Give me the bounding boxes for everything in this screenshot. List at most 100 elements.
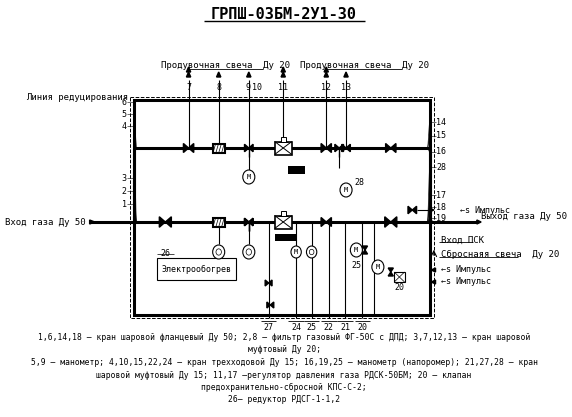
Text: ←s Импульс: ←s Импульс [440, 277, 491, 286]
Polygon shape [186, 72, 190, 77]
Circle shape [246, 249, 252, 255]
Text: 1,6,14,18 – кран шаровой фланцевый Ду 50; 2,8 – фильтр газовый ФГ-50С с ДПД; 3,7: 1,6,14,18 – кран шаровой фланцевый Ду 50… [38, 333, 530, 342]
Text: шаровой муфтовый Ду 15; 11,17 –регулятор давления газа РДСК-50БМ; 20 – клапан: шаровой муфтовый Ду 15; 11,17 –регулятор… [97, 370, 472, 379]
Polygon shape [363, 250, 368, 254]
Text: 12: 12 [321, 83, 331, 91]
Text: 6: 6 [122, 98, 126, 106]
Polygon shape [189, 143, 194, 153]
Polygon shape [388, 268, 394, 272]
Polygon shape [324, 72, 328, 77]
Text: 16: 16 [436, 148, 446, 156]
Text: 25: 25 [351, 261, 362, 271]
Text: Сброснаяя свеча  Ду 20: Сброснаяя свеча Ду 20 [440, 249, 559, 259]
Polygon shape [391, 143, 396, 153]
Text: 28: 28 [355, 178, 364, 186]
Polygon shape [326, 218, 331, 226]
Polygon shape [90, 220, 95, 224]
Polygon shape [281, 67, 285, 72]
Text: M: M [247, 174, 251, 180]
Polygon shape [477, 220, 481, 224]
Polygon shape [160, 217, 165, 227]
Polygon shape [408, 206, 412, 214]
Text: M: M [376, 264, 380, 270]
Polygon shape [271, 302, 274, 308]
Bar [130, 97, 434, 318]
Polygon shape [430, 208, 434, 212]
Bar [288, 166, 305, 174]
Polygon shape [249, 218, 253, 226]
Text: 2: 2 [122, 186, 126, 196]
Text: 18: 18 [436, 203, 446, 211]
Bar [157, 258, 236, 280]
Circle shape [291, 246, 301, 258]
Circle shape [216, 249, 221, 255]
Text: 7: 7 [186, 83, 191, 91]
Text: 3: 3 [122, 173, 126, 183]
Text: 17: 17 [436, 191, 446, 199]
Polygon shape [249, 144, 253, 152]
Text: 24: 24 [291, 323, 301, 332]
Polygon shape [430, 220, 434, 224]
Bar [213, 143, 225, 153]
Polygon shape [391, 217, 397, 227]
Text: 27: 27 [264, 323, 273, 332]
Text: 20: 20 [394, 282, 404, 291]
Text: Выход газа Ду 50: Выход газа Ду 50 [481, 211, 567, 221]
Circle shape [340, 183, 352, 197]
Polygon shape [388, 272, 394, 276]
Bar [281, 136, 286, 141]
Polygon shape [269, 280, 272, 286]
Text: Электрообогрев: Электрообогрев [161, 264, 231, 274]
Polygon shape [346, 144, 350, 152]
Text: 4: 4 [122, 121, 126, 131]
Polygon shape [339, 144, 343, 152]
Text: M: M [294, 249, 298, 255]
Polygon shape [247, 72, 251, 77]
Text: Продувочная свеча  Ду 20: Продувочная свеча Ду 20 [300, 60, 430, 70]
Text: ГРПШ-03БМ-2У1-30: ГРПШ-03БМ-2У1-30 [211, 7, 357, 22]
Text: M: M [354, 247, 359, 253]
Circle shape [243, 170, 255, 184]
Text: 20: 20 [358, 323, 367, 332]
Bar [275, 234, 296, 241]
Polygon shape [281, 72, 285, 77]
Polygon shape [431, 280, 435, 284]
Polygon shape [321, 218, 326, 226]
Text: 22: 22 [324, 323, 334, 332]
Text: 26: 26 [160, 249, 170, 258]
Polygon shape [186, 67, 190, 72]
Text: предохранительно-сбросной КПС-С-2;: предохранительно-сбросной КПС-С-2; [201, 383, 367, 392]
Polygon shape [431, 268, 435, 272]
Polygon shape [265, 280, 269, 286]
Text: 1: 1 [122, 199, 126, 208]
Text: 15: 15 [436, 131, 446, 141]
Polygon shape [386, 143, 391, 153]
Text: Продувочная свеча  Ду 20: Продувочная свеча Ду 20 [161, 60, 290, 70]
Polygon shape [335, 144, 339, 152]
Bar [213, 218, 225, 226]
Circle shape [243, 245, 255, 259]
Text: Линия редуцирования: Линия редуцирования [26, 93, 128, 101]
Bar [394, 272, 404, 282]
Text: 19: 19 [436, 214, 446, 223]
Polygon shape [344, 72, 348, 77]
Circle shape [307, 246, 317, 258]
Polygon shape [341, 144, 346, 152]
Text: ←s Импульс: ←s Импульс [460, 206, 510, 214]
Text: ←s Импульс: ←s Импульс [440, 266, 491, 274]
Polygon shape [326, 143, 331, 153]
Polygon shape [324, 67, 328, 72]
Text: 28: 28 [436, 163, 446, 171]
Text: 9: 9 [245, 83, 251, 91]
Bar [275, 216, 292, 229]
Bar [134, 100, 430, 315]
Text: Вход газа Ду 50: Вход газа Ду 50 [5, 218, 85, 226]
Polygon shape [217, 72, 221, 77]
Text: 21: 21 [340, 323, 350, 332]
Polygon shape [184, 143, 189, 153]
Circle shape [372, 260, 384, 274]
Polygon shape [385, 217, 391, 227]
Text: 8: 8 [216, 83, 221, 91]
Polygon shape [321, 143, 326, 153]
Text: 25: 25 [307, 323, 317, 332]
